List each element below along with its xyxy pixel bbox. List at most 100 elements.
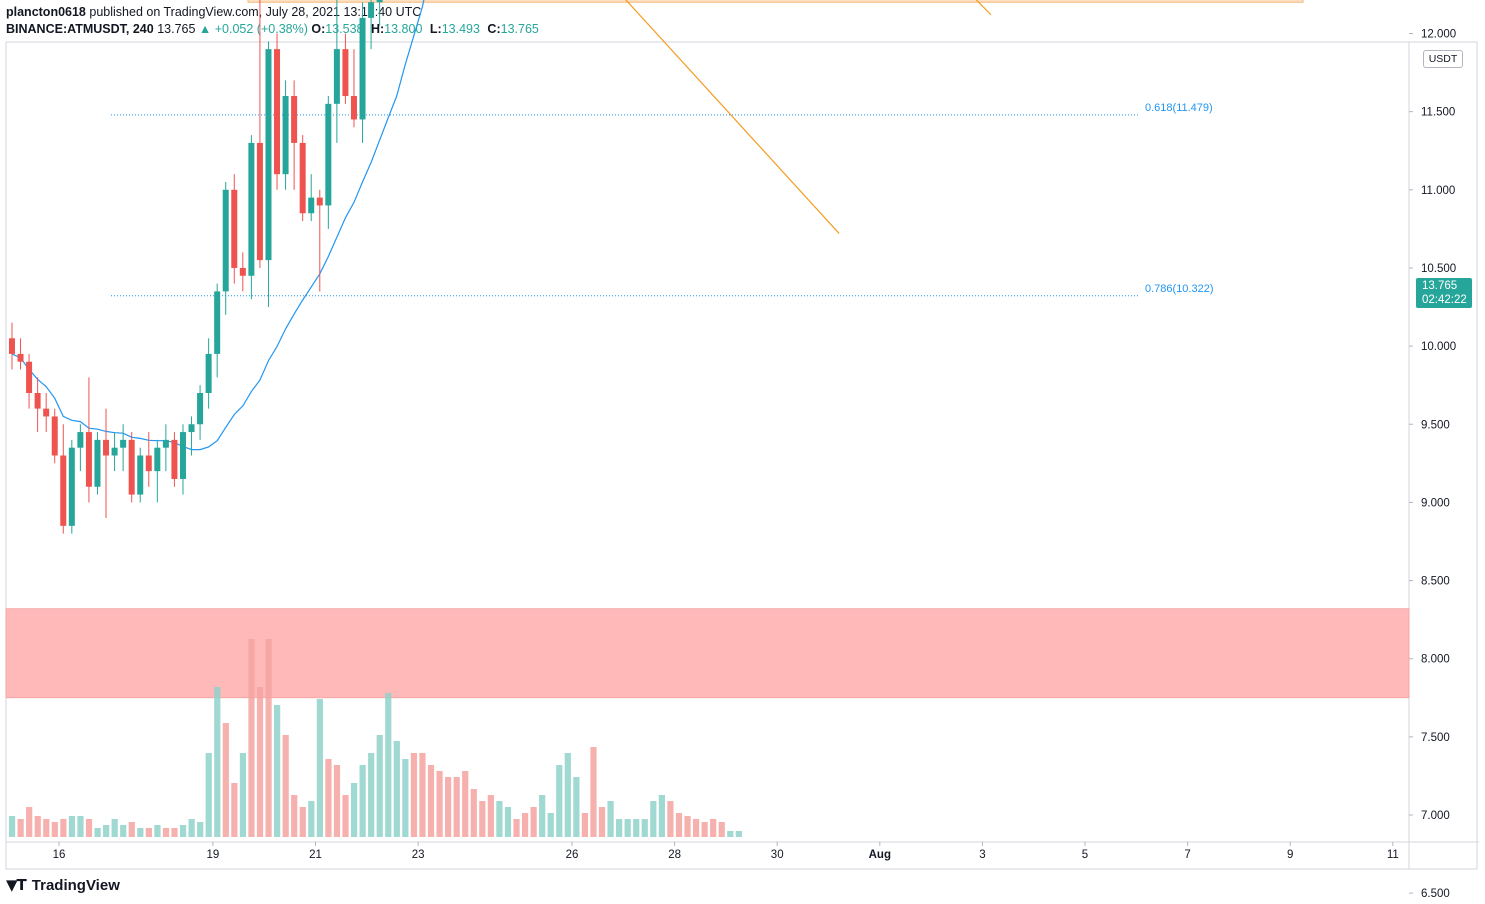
volume-bar <box>231 783 238 837</box>
volume-bar <box>564 753 571 837</box>
candle-body <box>205 353 212 393</box>
candle-body <box>350 96 357 120</box>
open-label: O: <box>311 22 326 36</box>
candle-body <box>265 49 272 261</box>
candle-body <box>120 439 127 448</box>
time-tick-label: 19 <box>207 849 220 861</box>
volume-bar <box>299 807 306 837</box>
volume-bar <box>103 825 110 837</box>
volume-bar <box>436 771 443 837</box>
volume-bar <box>556 765 563 837</box>
last-price-value: 13.765 <box>1422 280 1458 292</box>
last-price-header: 13.765 <box>157 22 196 36</box>
last-price-label: 13.765 02:42:22 <box>1416 278 1472 308</box>
time-tick-label: 30 <box>771 849 784 861</box>
publish-date: published on TradingView.com, July 28, 2… <box>89 5 422 19</box>
volume-bar <box>248 639 255 837</box>
volume-bar <box>222 723 229 837</box>
volume-bar <box>34 816 41 837</box>
volume-bar <box>274 705 281 837</box>
volume-bar <box>145 828 152 837</box>
volume-bar <box>282 735 289 837</box>
volume-bar <box>675 813 683 837</box>
volume-bar <box>85 819 93 837</box>
support-zone <box>247 0 1304 3</box>
volume-bar <box>162 828 170 837</box>
candle-body <box>154 447 161 472</box>
volume-bar <box>402 759 409 837</box>
price-tick-label: 11.000 <box>1421 185 1455 197</box>
volume-bar <box>359 765 366 837</box>
volume-bar <box>701 822 708 837</box>
time-tick-label: 7 <box>1184 849 1190 861</box>
volume-bar <box>239 753 247 837</box>
candle-body <box>308 197 315 214</box>
symbol-legend: BINANCE:ATMUSDT, 240 13.765 ▲ +0.052 (+0… <box>6 22 543 36</box>
time-tick-label: 21 <box>309 849 322 861</box>
moving-average-line <box>11 0 425 451</box>
price-tick-label: 11.500 <box>1421 107 1455 119</box>
volume-bar <box>658 795 665 837</box>
candle-body <box>282 96 289 175</box>
volume-bar <box>60 819 67 837</box>
volume-bar <box>8 816 16 837</box>
time-tick-label: 5 <box>1082 849 1088 861</box>
price-tick-label: 9.000 <box>1421 497 1450 509</box>
candle-body <box>248 142 255 276</box>
candle-body <box>145 455 152 472</box>
candle-body <box>26 361 33 393</box>
candle-body <box>171 439 178 479</box>
candle-body <box>291 96 298 143</box>
candle-body <box>137 455 144 495</box>
volume-bar <box>445 777 452 837</box>
candle-body <box>239 267 246 276</box>
candle-body <box>51 416 58 456</box>
candle-body <box>17 353 24 362</box>
bar-countdown: 02:42:22 <box>1422 294 1467 306</box>
tradingview-brand[interactable]: ▼𝗧 TradingView <box>6 876 120 894</box>
volume-bar <box>154 825 161 837</box>
change-label: ▲ +0.052 (+0.38%) <box>198 22 308 36</box>
volume-bar <box>333 765 341 837</box>
volume-bar <box>17 819 24 837</box>
time-tick-label: 11 <box>1387 849 1399 861</box>
volume-bar <box>94 828 101 837</box>
volume-bar <box>179 825 187 837</box>
volume-bar <box>530 807 537 837</box>
currency-badge[interactable]: USDT <box>1423 50 1463 68</box>
price-tick-label: 12.000 <box>1421 29 1456 41</box>
candle-body <box>368 2 375 18</box>
time-tick-label: 23 <box>412 849 425 861</box>
candle-body <box>43 408 50 417</box>
volume-bar <box>68 816 76 837</box>
candle-body <box>103 439 110 456</box>
volume-bar <box>256 687 264 837</box>
volume-bar <box>376 735 383 837</box>
time-tick-label: 16 <box>53 849 66 861</box>
volume-bar <box>197 822 204 837</box>
volume-bar <box>291 795 298 837</box>
time-tick-label: Aug <box>869 849 891 861</box>
volume-bar <box>650 801 657 837</box>
price-tick-label: 7.000 <box>1421 810 1450 822</box>
volume-bar <box>308 801 315 837</box>
author-name[interactable]: plancton0618 <box>6 5 86 19</box>
volume-bar <box>633 819 640 837</box>
volume-bar <box>188 819 195 837</box>
high-label: H: <box>370 22 385 36</box>
close-label: C: <box>487 22 501 36</box>
volume-bar <box>419 753 426 837</box>
volume-bar <box>641 819 648 837</box>
volume-bar <box>547 813 554 837</box>
candle-body <box>85 432 92 487</box>
symbol-label[interactable]: BINANCE:ATMUSDT, 240 <box>6 22 154 36</box>
volume-bar <box>427 765 435 837</box>
volume-bar <box>581 813 589 837</box>
candle-body <box>60 455 67 526</box>
candle-body <box>214 291 221 354</box>
brand-label: TradingView <box>31 876 120 894</box>
volume-bar <box>342 795 349 837</box>
candle-body <box>222 189 229 292</box>
price-tick-label: 9.500 <box>1421 419 1450 431</box>
